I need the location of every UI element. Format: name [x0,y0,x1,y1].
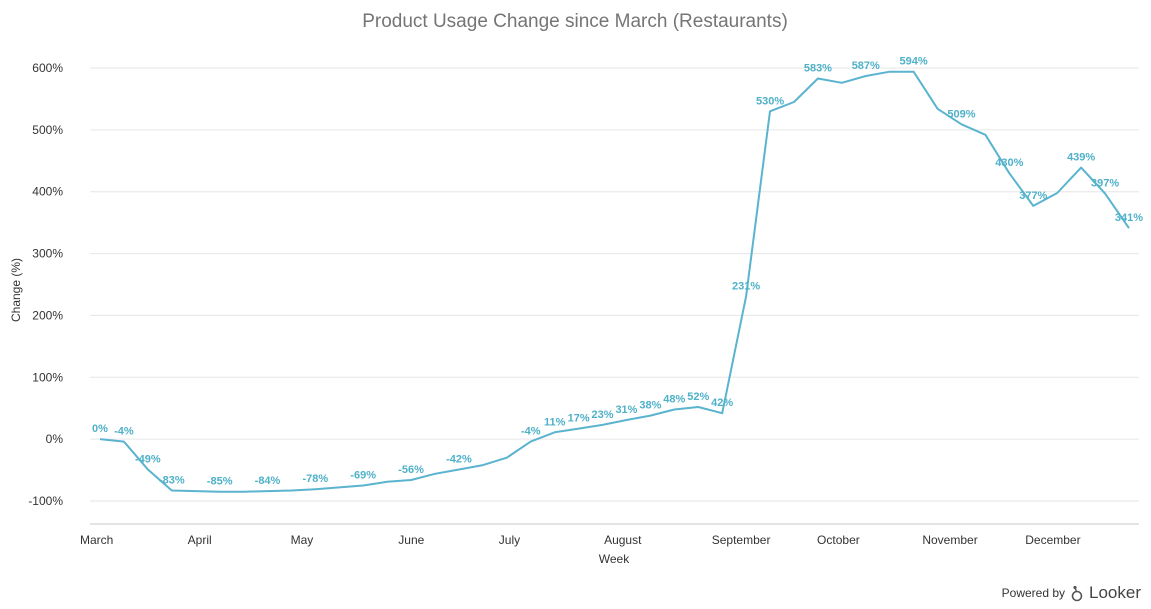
y-tick-label: 0% [46,432,64,446]
data-label: 430% [995,157,1023,169]
x-tick-label: October [817,533,860,547]
data-label: 17% [568,413,590,425]
x-tick-label: August [604,533,642,547]
data-label: 530% [756,95,784,107]
data-label: 11% [544,416,566,428]
x-tick-label: December [1025,533,1080,547]
data-label: 52% [687,391,709,403]
data-label: -83% [159,474,185,486]
data-label: 42% [711,397,733,409]
data-labels: 0% -4% -49% -83% -85% -84% -78% -69% -56% -42% -4%… [92,56,1143,488]
y-tick-label: 600% [32,61,63,75]
looker-brand-text: Looker [1089,583,1141,602]
footer: Powered by Looker [1002,583,1141,603]
data-label: -69% [350,470,376,482]
x-tick-label: March [80,533,113,547]
data-label: -49% [135,453,161,465]
data-label: 231% [732,280,760,292]
x-tick-label: November [922,533,977,547]
x-axis-label: Week [599,552,630,566]
series-usage-change [99,70,1130,493]
data-label: -56% [398,464,424,476]
data-label: 38% [639,400,661,412]
data-label: 23% [592,409,614,421]
x-tick-label: July [499,533,520,547]
data-label: -84% [255,475,281,487]
data-label: 31% [615,404,637,416]
data-label: 0% [92,423,108,435]
data-label: 594% [900,56,928,68]
powered-by-text: Powered by [1001,586,1066,600]
x-tick-label: May [291,533,314,547]
data-label: 587% [852,60,880,72]
series-line [99,70,1130,493]
y-tick-label: 300% [32,247,63,261]
data-label: 341% [1115,212,1143,224]
data-label: 439% [1067,152,1095,164]
y-tick-label: 500% [32,123,63,137]
x-tick-label: June [398,533,424,547]
data-label: -4% [114,426,134,438]
y-axis-ticks: -100% 0% 100% 200% 300% 400% 500% 600% [28,61,63,508]
data-label: 509% [947,108,975,120]
y-tick-label: 100% [32,370,63,384]
x-tick-label: September [712,533,771,547]
data-label: -85% [207,476,233,488]
data-label: -42% [446,453,472,465]
data-label: -4% [521,426,541,438]
looker-logo-icon [1071,585,1083,602]
x-axis-ticks: March April May June July August September Octo… [80,533,1081,547]
y-axis-label: Change (%) [9,258,23,322]
data-label: 48% [663,393,685,405]
data-label: 397% [1091,178,1119,190]
data-label: -78% [303,473,329,485]
gridlines [90,67,1139,502]
data-label: 377% [1019,190,1047,202]
x-tick-label: April [188,533,212,547]
y-tick-label: 400% [32,185,63,199]
y-tick-label: 200% [32,308,63,322]
data-label: 583% [804,63,832,75]
chart-title: Product Usage Change since March (Restau… [362,11,788,32]
y-tick-label: -100% [28,494,63,508]
